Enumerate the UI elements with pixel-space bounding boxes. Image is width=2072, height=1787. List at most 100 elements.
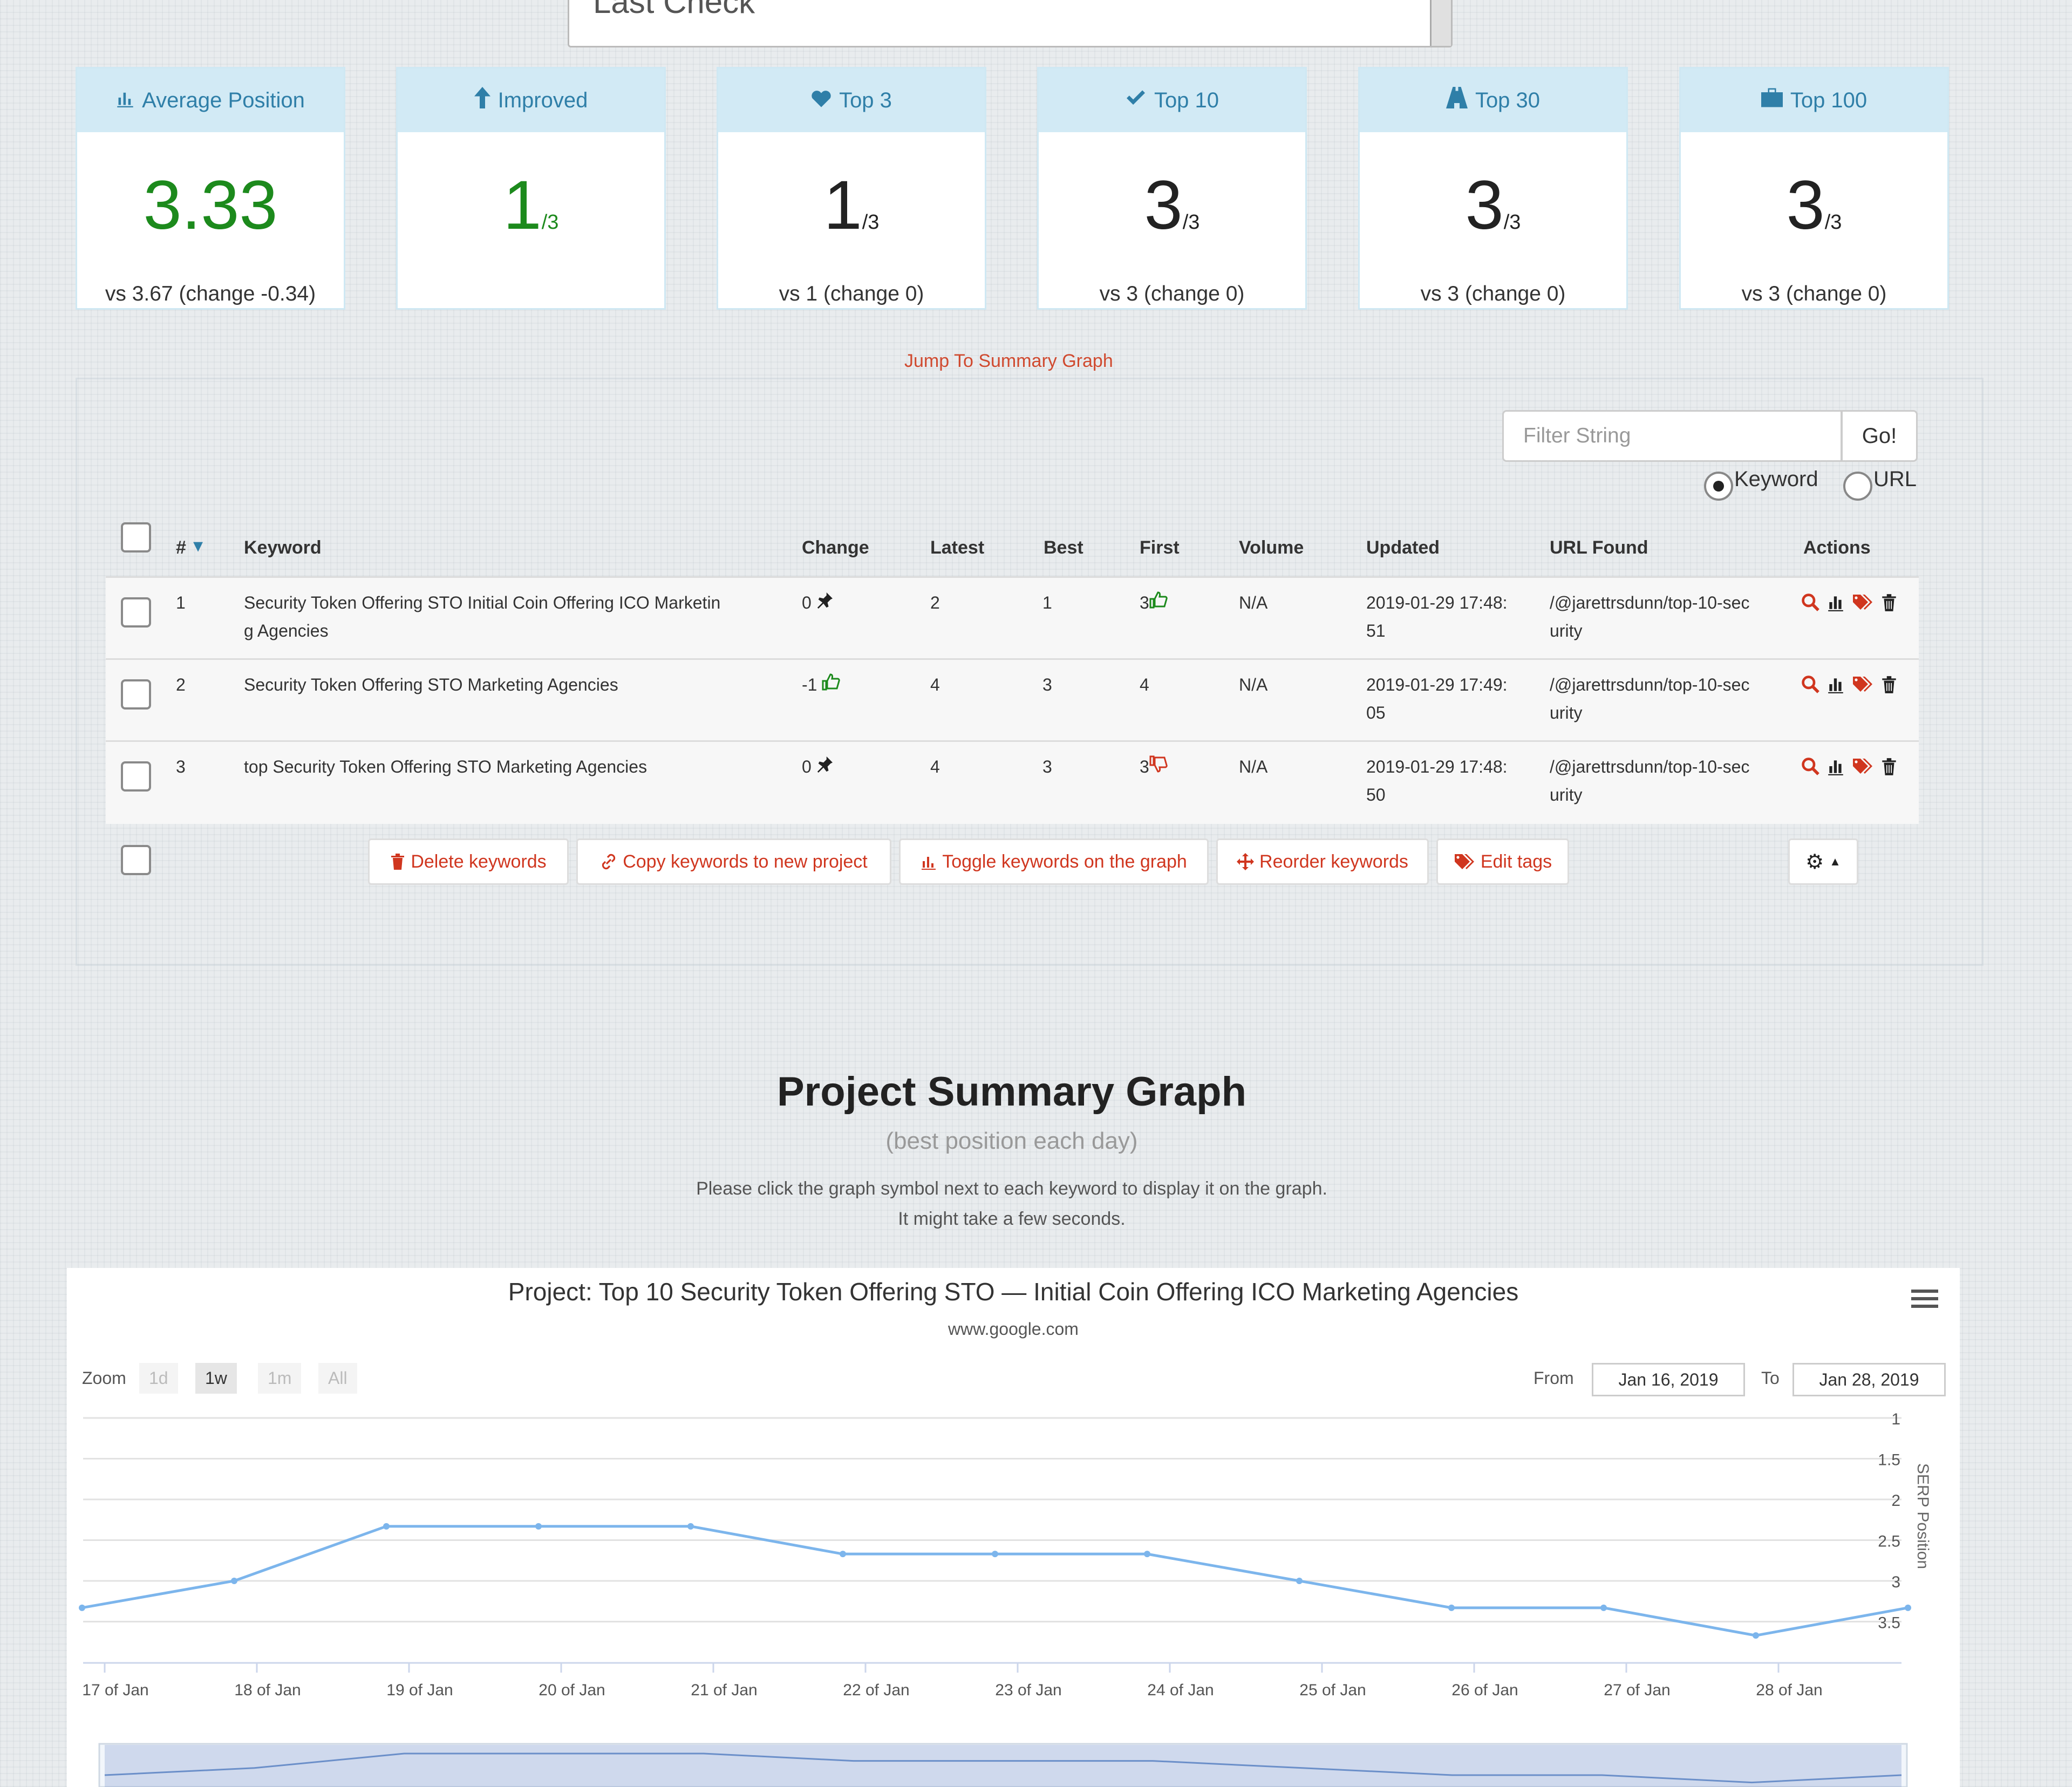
y-tick-label: 1.5	[1878, 1451, 1900, 1469]
search-icon[interactable]	[1801, 757, 1819, 778]
graph-toggle-icon[interactable]	[1827, 675, 1844, 696]
radio-url-label: URL	[1873, 467, 1917, 491]
col-num-header[interactable]: #	[176, 537, 186, 558]
col-change-header[interactable]: Change	[802, 537, 869, 558]
copy-keywords-button[interactable]: Copy keywords to new project	[576, 838, 891, 885]
zoom-1w-button[interactable]: 1w	[195, 1363, 237, 1394]
y-tick-label: 3	[1891, 1573, 1900, 1591]
thumbs-up-icon	[1149, 591, 1168, 612]
stat-card-header: Top 30	[1360, 69, 1626, 132]
stat-card-comparison: vs 3.67 (change -0.34)	[105, 282, 316, 305]
row-keyword: top Security Token Offering STO Marketin…	[244, 757, 648, 776]
to-date-input[interactable]: Jan 28, 2019	[1792, 1363, 1946, 1396]
stat-card-header: Improved	[398, 69, 664, 132]
radio-keyword[interactable]	[1704, 472, 1733, 501]
delete-keywords-button[interactable]: Delete keywords	[368, 838, 569, 885]
stat-card-value: 3	[1465, 167, 1504, 244]
edit-tags-button[interactable]: Edit tags	[1436, 838, 1569, 885]
row-volume: N/A	[1239, 675, 1268, 694]
tags-icon[interactable]	[1852, 675, 1873, 696]
last-check-select[interactable]: Last Check	[568, 0, 1453, 47]
data-point	[1600, 1604, 1607, 1611]
row-number: 2	[176, 675, 186, 694]
stat-card-value: 1	[823, 167, 862, 244]
row-best: 3	[1042, 757, 1052, 776]
trash-icon[interactable]	[1881, 757, 1897, 779]
data-point	[1905, 1604, 1911, 1611]
stat-card-comparison: vs 3 (change 0)	[1420, 282, 1566, 305]
stat-card-title: Average Position	[142, 88, 305, 112]
search-icon[interactable]	[1801, 593, 1819, 614]
stat-card-value-wrap: 3/3	[1039, 171, 1305, 240]
table-row: 1 Security Token Offering STO Initial Coi…	[106, 576, 1919, 660]
x-tick-label: 20 of Jan	[539, 1681, 605, 1699]
select-scrollbar[interactable]	[1430, 0, 1451, 46]
stat-card-comparison: vs 1 (change 0)	[779, 282, 924, 305]
data-point	[79, 1604, 85, 1611]
x-tick-label: 19 of Jan	[386, 1681, 453, 1699]
data-point	[383, 1523, 390, 1530]
chart-menu-icon[interactable]	[1911, 1290, 1938, 1308]
tags-icon[interactable]	[1852, 757, 1873, 778]
toggle-keywords-graph-button[interactable]: Toggle keywords on the graph	[899, 838, 1209, 885]
row-checkbox[interactable]	[121, 597, 151, 628]
row-actions	[1801, 675, 1897, 697]
table-row: 3 top Security Token Offering STO Marketi…	[106, 740, 1919, 824]
navigator	[98, 1743, 1908, 1787]
stat-card-top-10: Top 10 3/3 vs 3 (change 0)	[1037, 67, 1307, 310]
zoom-1m-button[interactable]: 1m	[258, 1363, 302, 1394]
data-point	[535, 1523, 542, 1530]
col-first-header[interactable]: First	[1140, 537, 1180, 558]
select-all-checkbox[interactable]	[121, 522, 151, 553]
stat-card-value-wrap: 3/3	[1360, 171, 1626, 240]
navigator-selection	[105, 1745, 1901, 1787]
stat-card-header: Average Position	[77, 69, 344, 132]
graph-instructions: Please click the graph symbol next to ea…	[696, 1178, 1327, 1199]
row-number: 3	[176, 757, 186, 776]
row-number: 1	[176, 593, 186, 612]
to-label: To	[1761, 1368, 1780, 1388]
toggle-keywords-label: Toggle keywords on the graph	[942, 851, 1187, 872]
settings-dropdown-button[interactable]: ⚙ ▲	[1788, 838, 1858, 885]
col-updated-header[interactable]: Updated	[1366, 537, 1440, 558]
stat-card-top-3: Top 3 1/3 vs 1 (change 0)	[717, 67, 986, 310]
col-latest-header[interactable]: Latest	[930, 537, 985, 558]
radio-url[interactable]	[1843, 472, 1872, 501]
row-updated: 2019-01-29 17:49: 05	[1366, 675, 1508, 722]
select-all-bottom-checkbox[interactable]	[121, 845, 151, 875]
col-url-header[interactable]: URL Found	[1550, 537, 1648, 558]
row-latest: 4	[930, 757, 940, 776]
col-volume-header[interactable]: Volume	[1239, 537, 1304, 558]
col-keyword-header[interactable]: Keyword	[244, 537, 322, 558]
jump-to-summary-graph-link[interactable]: Jump To Summary Graph	[904, 351, 1113, 371]
stat-card-value-wrap: 3/3	[1681, 171, 1947, 240]
zoom-1d-button[interactable]: 1d	[139, 1363, 178, 1394]
chart-title: Project: Top 10 Security Token Offering …	[508, 1278, 1518, 1306]
graph-toggle-icon[interactable]	[1827, 757, 1844, 778]
tags-icon[interactable]	[1852, 593, 1873, 614]
x-tick-label: 27 of Jan	[1604, 1681, 1670, 1699]
stat-card-value: 3.33	[143, 167, 278, 244]
from-date-input[interactable]: Jan 16, 2019	[1592, 1363, 1745, 1396]
chart-canvas: Project: Top 10 Security Token Offering …	[79, 1278, 1932, 1787]
row-checkbox[interactable]	[121, 761, 151, 792]
row-checkbox[interactable]	[121, 679, 151, 710]
arrow-up-icon	[474, 87, 490, 114]
stat-card-denominator: /3	[1182, 211, 1200, 234]
stat-card-average-position: Average Position 3.33 vs 3.67 (change -0.3…	[76, 67, 345, 310]
zoom-all-button[interactable]: All	[318, 1363, 357, 1394]
stat-card-improved: Improved 1/3	[396, 67, 666, 310]
x-tick-label: 25 of Jan	[1299, 1681, 1366, 1699]
copy-keywords-label: Copy keywords to new project	[623, 851, 868, 872]
sort-icon[interactable]: ▾	[193, 534, 203, 556]
trash-icon[interactable]	[1881, 675, 1897, 697]
go-button[interactable]: Go!	[1841, 410, 1918, 462]
reorder-keywords-button[interactable]: Reorder keywords	[1216, 838, 1429, 885]
stat-card-denominator: /3	[1503, 211, 1521, 234]
trash-icon[interactable]	[1881, 593, 1897, 615]
filter-string-input[interactable]	[1502, 410, 1842, 462]
search-icon[interactable]	[1801, 675, 1819, 696]
graph-toggle-icon[interactable]	[1827, 593, 1844, 614]
stat-card-title: Improved	[497, 88, 588, 112]
col-best-header[interactable]: Best	[1044, 537, 1083, 558]
